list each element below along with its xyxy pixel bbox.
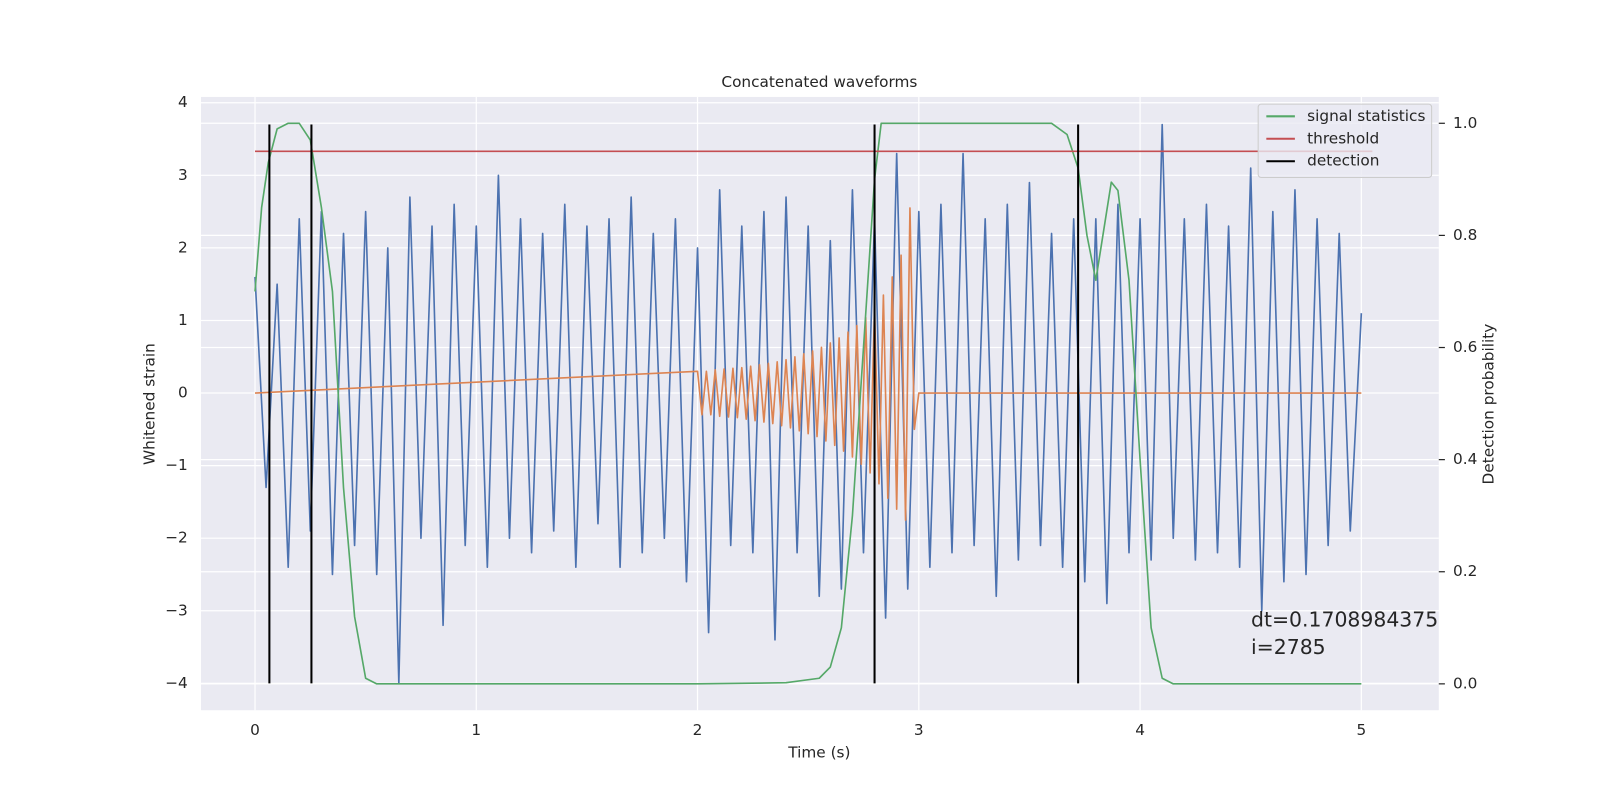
legend-label: detection xyxy=(1307,152,1379,170)
y-tick-label: −2 xyxy=(165,529,188,547)
chart-title: Concatenated waveforms xyxy=(721,73,917,91)
series-line xyxy=(254,123,1363,685)
y-tick-label: −1 xyxy=(165,456,188,474)
y2-tick-label: 0.4 xyxy=(1453,450,1477,468)
y2-axis-label: Detection probability xyxy=(1479,324,1497,485)
x-tick-label: 3 xyxy=(914,721,924,739)
y2-tick-label: 0.8 xyxy=(1453,226,1477,244)
x-tick-label: 0 xyxy=(250,721,260,739)
legend-label: threshold xyxy=(1307,129,1379,147)
x-axis-label: Time (s) xyxy=(787,744,850,762)
y2-tick-label: 0.0 xyxy=(1453,674,1477,692)
x-tick-label: 4 xyxy=(1135,721,1145,739)
y2-tick-label: 0.2 xyxy=(1453,562,1477,580)
y-tick-label: −3 xyxy=(165,601,188,619)
y-tick-label: 0 xyxy=(178,384,188,402)
plot-background xyxy=(201,96,1439,711)
y2-tick-label: 0.6 xyxy=(1453,338,1477,356)
x-tick-label: 1 xyxy=(471,721,481,739)
series-line xyxy=(254,207,1362,521)
x-tick-label: 2 xyxy=(693,721,703,739)
legend-label: signal statistics xyxy=(1307,107,1425,125)
legend-box xyxy=(1257,103,1433,179)
annotation: i=2785 xyxy=(1251,635,1326,659)
y-tick-label: 4 xyxy=(178,93,188,111)
y-axis-label: Whitened strain xyxy=(141,343,159,465)
y2-tick-label: 1.0 xyxy=(1453,114,1477,132)
annotation: dt=0.1708984375 xyxy=(1251,607,1438,631)
y-tick-label: 3 xyxy=(178,166,188,184)
y-tick-label: −4 xyxy=(165,674,188,692)
x-tick-label: 5 xyxy=(1356,721,1366,739)
y-tick-label: 2 xyxy=(178,238,188,256)
y-tick-label: 1 xyxy=(178,311,188,329)
